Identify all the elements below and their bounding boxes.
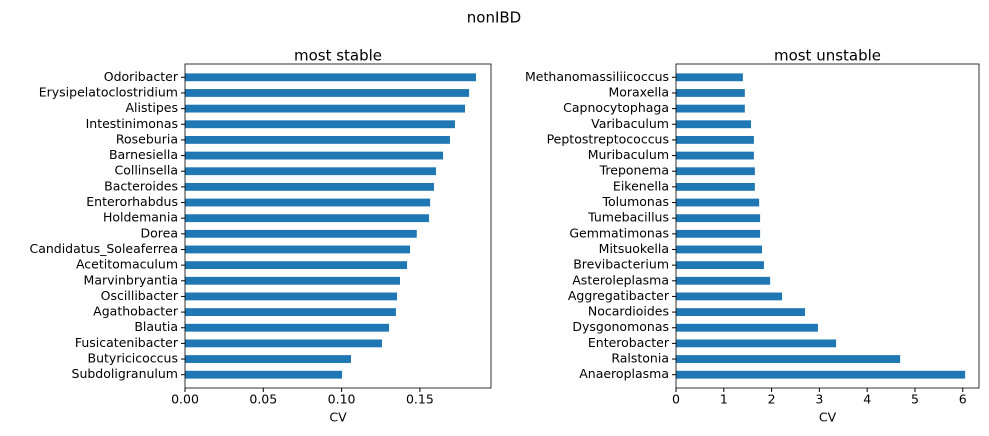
bar — [185, 89, 470, 97]
bar — [185, 229, 417, 238]
figure-title: nonIBD — [467, 9, 521, 27]
y-tick-label: Alistipes — [125, 100, 178, 115]
bar — [185, 245, 411, 254]
bar — [185, 308, 396, 316]
bar — [676, 261, 764, 270]
bar — [676, 120, 752, 129]
y-tick-label: Acetitomaculum — [76, 257, 178, 272]
y-tick-label: Collinsella — [114, 163, 178, 178]
bar — [676, 198, 760, 207]
y-tick-label: Intestinimonas — [86, 116, 178, 131]
bar — [676, 292, 783, 301]
y-tick-label: Butyricicoccus — [88, 351, 178, 366]
y-tick-label: Marvinbryantia — [84, 272, 178, 287]
y-tick-label: Moraxella — [608, 84, 669, 99]
x-axis-label: CV — [819, 410, 837, 425]
bar — [676, 245, 763, 254]
y-tick-label: Brevibacterium — [573, 257, 669, 272]
y-tick-label: Candidatus_Soleaferrea — [29, 241, 178, 256]
x-tick-label: 0.15 — [406, 392, 434, 407]
bar — [185, 73, 476, 82]
y-tick-label: Blautia — [134, 319, 178, 334]
bar — [676, 89, 745, 97]
x-tick-label: 5 — [911, 392, 919, 407]
y-tick-label: Aggregatibacter — [568, 288, 670, 303]
y-tick-label: Nocardioides — [588, 304, 669, 319]
y-tick-label: Enterorhabdus — [86, 194, 178, 209]
y-tick-label: Fusicatenibacter — [75, 335, 179, 350]
y-tick-label: Eikenella — [613, 178, 669, 193]
bar — [185, 167, 437, 176]
x-tick-label: 1 — [720, 392, 728, 407]
bar — [185, 198, 431, 207]
axes-frame — [184, 63, 492, 389]
bar — [676, 229, 761, 238]
bar — [185, 339, 383, 348]
x-tick-label: 3 — [815, 392, 823, 407]
y-tick-label: Odoribacter — [104, 69, 179, 84]
bar — [185, 261, 408, 270]
y-tick-label: Enterobacter — [588, 335, 670, 350]
x-tick-label: 0.10 — [328, 392, 356, 407]
y-tick-label: Dorea — [141, 225, 179, 240]
y-tick-label: Subdoligranulum — [72, 366, 178, 381]
axes-frame — [675, 63, 980, 389]
bar — [676, 182, 755, 191]
y-tick-label: Agathobacter — [93, 304, 179, 319]
y-tick-label: Muribaculum — [588, 147, 669, 162]
y-tick-label: Methanomassiliicoccus — [525, 69, 669, 84]
y-tick-label: Roseburia — [116, 131, 178, 146]
x-tick-label: 2 — [768, 392, 776, 407]
y-tick-label: Treponema — [599, 163, 669, 178]
bar — [676, 167, 755, 176]
subplot-title: most stable — [294, 47, 382, 65]
y-tick-label: Anaeroplasma — [579, 366, 669, 381]
y-tick-label: Barnesiella — [109, 147, 178, 162]
bar — [185, 370, 343, 379]
y-tick-label: Oscillibacter — [101, 288, 179, 303]
subplot-title: most unstable — [774, 47, 881, 65]
y-tick-label: Varibaculum — [591, 116, 669, 131]
y-tick-label: Dysgonomonas — [572, 319, 669, 334]
bar — [676, 323, 818, 332]
x-tick-label: 4 — [863, 392, 871, 407]
bar — [185, 151, 444, 160]
y-tick-label: Ralstonia — [611, 351, 669, 366]
bar — [676, 370, 966, 379]
bar — [185, 355, 351, 363]
bar — [185, 292, 398, 301]
bar — [676, 151, 754, 160]
y-tick-label: Holdemania — [103, 210, 178, 225]
bar — [676, 73, 743, 82]
y-tick-label: Mitsuokella — [599, 241, 669, 256]
bar — [185, 182, 434, 191]
y-tick-label: Erysipelatoclostridium — [39, 84, 178, 99]
bar — [676, 136, 754, 144]
y-tick-label: Asteroleplasma — [572, 272, 669, 287]
x-tick-label: 0.00 — [171, 392, 199, 407]
bar — [676, 339, 837, 348]
x-axis-label: CV — [329, 410, 347, 425]
x-tick-label: 0 — [672, 392, 680, 407]
bar — [676, 104, 745, 113]
y-tick-label: Capnocytophaga — [563, 100, 669, 115]
x-tick-label: 6 — [959, 392, 967, 407]
bar — [185, 214, 429, 223]
y-tick-label: Tumebacillus — [587, 210, 669, 225]
y-tick-label: Peptostreptococcus — [547, 131, 669, 146]
bar — [185, 323, 390, 332]
y-tick-label: Tolumonas — [602, 194, 669, 209]
bar — [676, 276, 771, 285]
bar — [185, 136, 450, 144]
bar — [185, 104, 466, 113]
y-tick-label: Gemmatimonas — [569, 225, 669, 240]
bar — [676, 308, 806, 316]
bar — [676, 355, 901, 363]
bar — [185, 276, 401, 285]
bar — [676, 214, 761, 223]
x-tick-label: 0.05 — [249, 392, 277, 407]
bar — [185, 120, 455, 129]
y-tick-label: Bacteroides — [104, 178, 178, 193]
